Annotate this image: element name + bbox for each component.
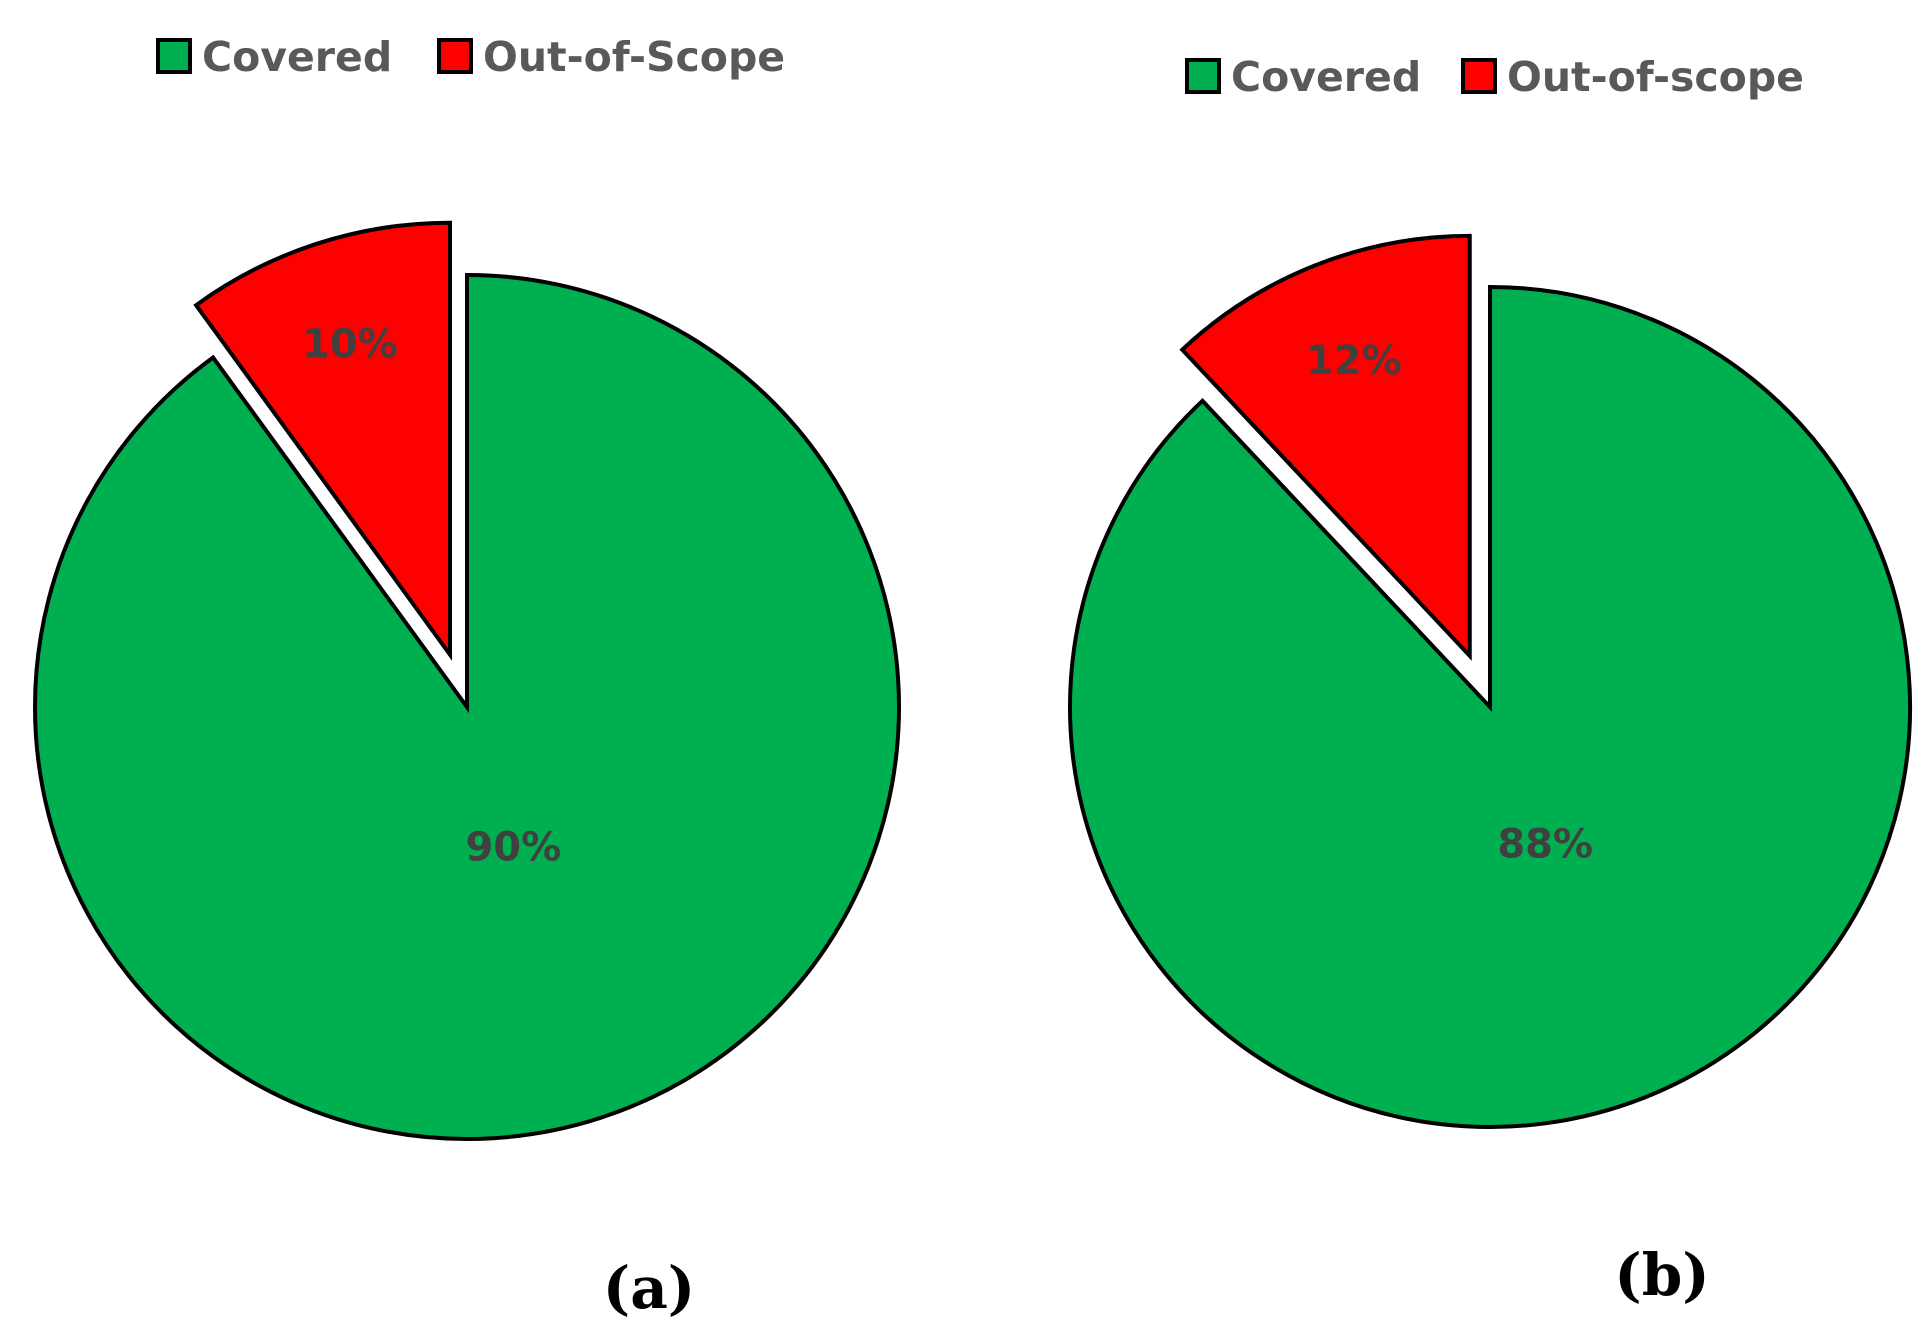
legend-b: Covered Out-of-scope [1185, 53, 1804, 101]
legend-swatch-out-of-scope-b [1461, 58, 1497, 94]
pie-slice-out-of-scope-a[interactable] [193, 220, 453, 661]
pie-slice-covered-a[interactable] [33, 272, 901, 1141]
pie-slice-covered-b[interactable] [1068, 284, 1912, 1129]
panel-label-b: (b) [1614, 1241, 1709, 1309]
legend-a: Covered Out-of-Scope [156, 33, 785, 81]
chart-a: Covered Out-of-Scope 90% 10% (a) [33, 33, 901, 1322]
legend-item-out-of-scope-a[interactable]: Out-of-Scope [437, 33, 785, 81]
legend-label-out-of-scope-b: Out-of-scope [1507, 53, 1804, 101]
legend-item-out-of-scope-b[interactable]: Out-of-scope [1461, 53, 1804, 101]
legend-swatch-covered-b [1185, 58, 1221, 94]
chart-b: Covered Out-of-scope 88% 12% (b) [1068, 53, 1912, 1309]
data-label-out-of-scope-b: 12% [1306, 338, 1402, 384]
legend-swatch-covered-a [156, 38, 192, 74]
legend-item-covered-a[interactable]: Covered [156, 33, 392, 81]
data-label-out-of-scope-a: 10% [302, 322, 398, 368]
legend-item-covered-b[interactable]: Covered [1185, 53, 1421, 101]
pie-slice-out-of-scope-b[interactable] [1179, 233, 1472, 661]
data-label-covered-a: 90% [465, 825, 561, 871]
legend-label-covered-b: Covered [1231, 53, 1421, 101]
legend-label-covered-a: Covered [202, 33, 392, 81]
data-label-covered-b: 88% [1497, 821, 1593, 867]
panel-label-a: (a) [603, 1254, 695, 1322]
legend-label-out-of-scope-a: Out-of-Scope [483, 33, 785, 81]
legend-swatch-out-of-scope-a [437, 38, 473, 74]
